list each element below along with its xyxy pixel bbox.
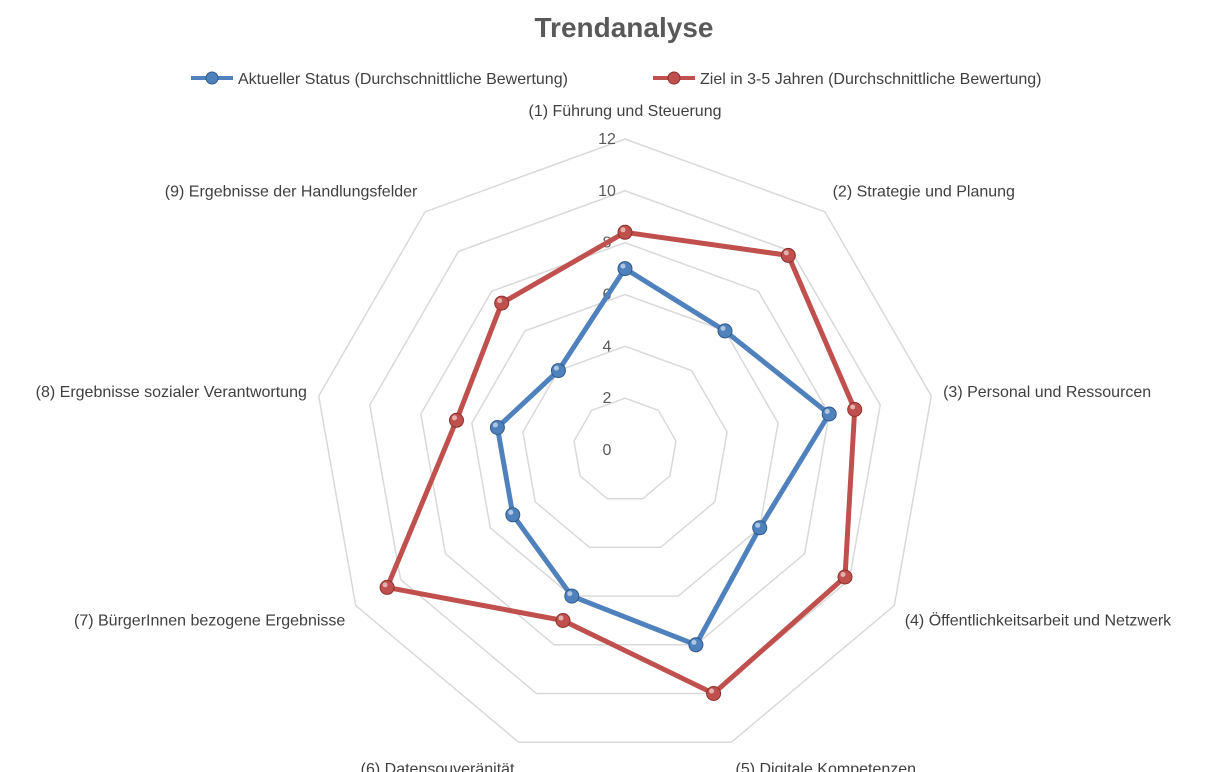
category-label: (7) BürgerInnen bezogene Ergebnisse xyxy=(74,613,345,630)
series-1 xyxy=(379,224,863,701)
category-labels: (1) Führung und Steuerung (2) Strategie u… xyxy=(36,103,1173,772)
tick-label: 0 xyxy=(603,442,612,459)
data-point[interactable] xyxy=(379,579,395,595)
data-point-highlight xyxy=(824,409,830,414)
data-point[interactable] xyxy=(617,224,633,240)
data-point[interactable] xyxy=(555,613,571,628)
data-point[interactable] xyxy=(494,295,510,311)
data-point[interactable] xyxy=(489,420,505,435)
data-point-highlight xyxy=(620,227,626,233)
data-point[interactable] xyxy=(717,323,733,339)
data-point[interactable] xyxy=(564,588,580,604)
grid-ring xyxy=(369,190,881,695)
data-point-highlight xyxy=(840,572,846,577)
category-label: (4) Öffentlichkeitsarbeit und Netzwerk xyxy=(905,612,1172,630)
series-0 xyxy=(489,261,837,653)
tick-label: 12 xyxy=(598,131,616,148)
radar-grid xyxy=(317,138,933,743)
grid-ring xyxy=(420,241,830,646)
data-point[interactable] xyxy=(847,402,863,417)
legend-marker-current xyxy=(205,71,219,85)
tick-label: 4 xyxy=(603,338,612,355)
data-point-highlight xyxy=(783,250,789,256)
tick-label: 10 xyxy=(598,183,616,200)
data-point-highlight xyxy=(720,325,726,331)
data-point-highlight xyxy=(508,509,514,515)
radar-series xyxy=(379,224,863,701)
data-point[interactable] xyxy=(617,261,633,277)
data-point[interactable] xyxy=(688,637,704,653)
series-line xyxy=(384,229,858,696)
data-point-highlight xyxy=(709,688,715,694)
category-label: (8) Ergebnisse sozialer Verantwortung xyxy=(36,384,307,401)
legend-item-current[interactable]: Aktueller Status (Durchschnittliche Bewe… xyxy=(191,71,568,88)
data-point-highlight xyxy=(755,522,761,528)
data-point[interactable] xyxy=(752,520,768,536)
category-label: (2) Strategie und Planung xyxy=(833,183,1015,200)
legend: Aktueller Status (Durchschnittliche Bewe… xyxy=(191,71,1041,88)
series-line xyxy=(494,266,832,648)
tick-label: 2 xyxy=(603,390,612,407)
chart-title: Trendanalyse xyxy=(535,12,714,43)
data-point[interactable] xyxy=(780,247,796,263)
data-point-highlight xyxy=(558,615,564,621)
legend-label-target: Ziel in 3-5 Jahren (Durchschnittliche Be… xyxy=(700,71,1041,88)
category-label: (6) Datensouveränität xyxy=(361,761,515,772)
grid-ring xyxy=(471,293,779,597)
data-point-highlight xyxy=(452,415,457,421)
legend-marker-target xyxy=(667,71,681,85)
data-point[interactable] xyxy=(706,686,722,701)
data-point[interactable] xyxy=(449,412,464,428)
legend-item-target[interactable]: Ziel in 3-5 Jahren (Durchschnittliche Be… xyxy=(653,71,1041,88)
grid-ring xyxy=(522,345,728,549)
category-label: (3) Personal und Ressourcen xyxy=(943,384,1151,401)
category-label: (9) Ergebnisse der Handlungsfelder xyxy=(165,183,418,200)
data-point-highlight xyxy=(553,365,559,371)
grid-ring xyxy=(573,397,677,500)
legend-label-current: Aktueller Status (Durchschnittliche Bewe… xyxy=(238,71,568,88)
data-point-highlight xyxy=(492,422,498,428)
data-point[interactable] xyxy=(837,569,853,585)
data-point-highlight xyxy=(382,582,388,588)
category-label: (5) Digitale Kompetenzen xyxy=(736,761,917,772)
data-point-highlight xyxy=(567,591,573,597)
grid-ring xyxy=(317,138,933,743)
category-label: (1) Führung und Steuerung xyxy=(528,103,721,120)
data-point[interactable] xyxy=(821,406,837,422)
data-point-highlight xyxy=(620,263,626,269)
data-point-highlight xyxy=(691,639,697,645)
data-point-highlight xyxy=(850,404,856,410)
data-point[interactable] xyxy=(550,363,566,379)
data-point[interactable] xyxy=(505,507,521,523)
data-point-highlight xyxy=(497,298,503,304)
